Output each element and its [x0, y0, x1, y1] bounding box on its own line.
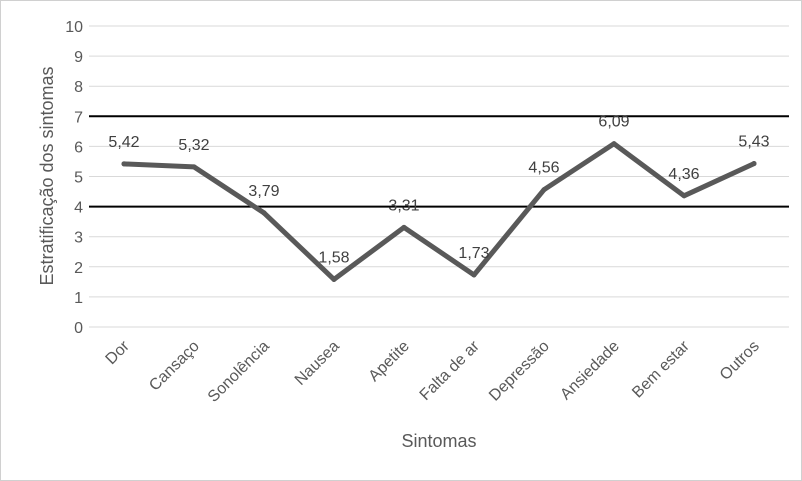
data-point	[331, 276, 337, 282]
y-axis-title: Estratificação dos sintomas	[37, 66, 57, 285]
y-tick-label: 7	[74, 109, 83, 126]
data-label: 4,56	[528, 160, 559, 177]
y-tick-label: 3	[74, 230, 83, 247]
data-label: 4,36	[668, 166, 699, 183]
x-tick-label: Nausea	[292, 338, 343, 389]
reference-lines	[89, 115, 789, 208]
y-axis-ticks: 0 1 2 3 4 5 6 7 8 9 10	[65, 19, 83, 337]
y-tick-label: 5	[74, 170, 83, 187]
series-line	[121, 141, 757, 282]
x-tick-label: Dor	[103, 337, 134, 368]
data-label: 5,32	[178, 137, 209, 154]
x-axis-ticks: Dor Cansaço Sonolência Nausea Apetite Falta d…	[103, 337, 763, 405]
data-label: 1,58	[318, 249, 349, 266]
data-point	[261, 210, 267, 216]
data-point	[751, 161, 757, 167]
data-point	[401, 224, 407, 230]
x-tick-label: Falta de ar	[417, 337, 484, 404]
x-tick-label: Depressão	[486, 338, 553, 405]
data-point	[681, 193, 687, 199]
data-point	[191, 164, 197, 170]
x-tick-label: Apetite	[366, 338, 413, 385]
data-point	[471, 272, 477, 278]
x-tick-label: Sonolência	[205, 338, 273, 406]
x-tick-label: Ansiedade	[557, 338, 623, 404]
data-point	[121, 161, 127, 167]
data-point	[611, 141, 617, 147]
y-tick-label: 1	[74, 290, 83, 307]
data-label: 1,73	[458, 245, 489, 262]
y-tick-label: 0	[74, 320, 83, 337]
y-tick-label: 6	[74, 139, 83, 156]
data-label: 3,79	[248, 183, 279, 200]
y-tick-label: 2	[74, 260, 83, 277]
y-tick-label: 9	[74, 49, 83, 66]
x-axis-title: Sintomas	[401, 431, 476, 451]
x-tick-label: Cansaço	[146, 338, 203, 395]
x-tick-label: Outros	[717, 338, 763, 384]
data-point	[541, 187, 547, 193]
series	[121, 141, 757, 282]
y-tick-label: 4	[74, 200, 83, 217]
data-label: 5,42	[108, 134, 139, 151]
data-label: 3,31	[388, 197, 419, 214]
y-tick-label: 10	[65, 19, 83, 36]
x-tick-label: Bem estar	[629, 337, 693, 401]
y-tick-label: 8	[74, 79, 83, 96]
data-labels: 5,42 5,32 3,79 1,58 3,31 1,73 4,56 6,09 4,36 5,43	[108, 114, 769, 267]
data-label: 6,09	[598, 114, 629, 131]
data-label: 5,43	[738, 134, 769, 151]
